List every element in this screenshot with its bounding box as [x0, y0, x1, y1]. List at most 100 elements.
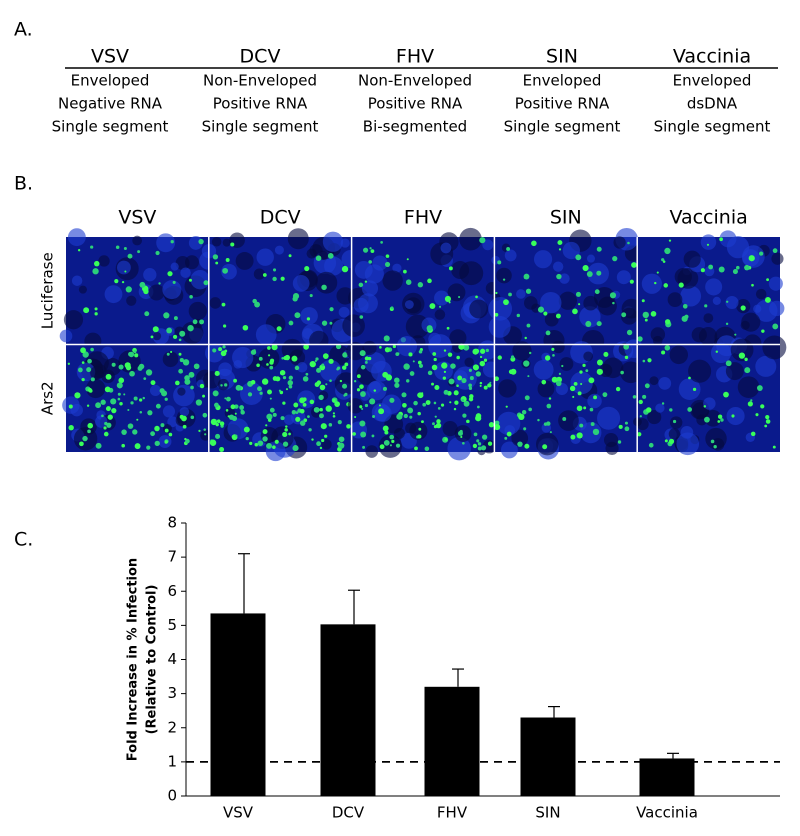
infected-cell — [224, 349, 228, 353]
nucleus-speckle — [296, 362, 308, 373]
table-cell: Enveloped — [523, 72, 602, 90]
infected-cell — [167, 271, 173, 277]
infected-cell — [609, 292, 617, 299]
nucleus-speckle — [536, 432, 559, 456]
infected-cell — [418, 363, 424, 368]
infected-cell — [185, 438, 190, 444]
infected-cell — [602, 392, 608, 398]
infected-cell — [385, 254, 390, 258]
table-cell: Non-Enveloped — [358, 72, 472, 90]
infected-cell — [524, 336, 527, 340]
infected-cell — [119, 401, 123, 406]
infected-cell — [378, 408, 385, 415]
infected-cell — [573, 381, 578, 386]
infected-cell — [656, 271, 659, 274]
nucleus-speckle — [558, 410, 579, 431]
infected-cell — [479, 355, 483, 359]
infected-cell — [458, 295, 461, 299]
infected-cell — [363, 247, 369, 253]
infected-cell — [144, 311, 150, 317]
infected-cell — [364, 356, 369, 361]
nucleus-speckle — [587, 393, 602, 409]
infected-cell — [744, 357, 748, 362]
infected-cell — [469, 394, 474, 399]
infected-cell — [435, 422, 442, 429]
infected-cell — [422, 402, 427, 407]
infected-cell — [118, 364, 124, 370]
nucleus-speckle — [669, 345, 689, 365]
infected-cell — [343, 394, 346, 397]
infected-cell — [90, 377, 95, 382]
nucleus-speckle — [544, 312, 559, 327]
infected-cell — [469, 376, 474, 381]
infected-cell — [288, 384, 293, 389]
nucleus-speckle — [342, 314, 365, 337]
infected-cell — [302, 403, 307, 407]
infected-cell — [81, 378, 85, 382]
infected-cell — [579, 423, 584, 428]
infected-cell — [585, 320, 592, 327]
infected-cell — [364, 403, 369, 408]
nucleus-speckle — [95, 415, 108, 428]
infected-cell — [130, 401, 134, 405]
infected-cell — [262, 273, 267, 277]
infected-cell — [544, 355, 551, 361]
nucleus-speckle — [184, 255, 199, 270]
nucleus-speckle — [180, 267, 191, 278]
infected-cell — [390, 306, 394, 310]
infected-cell — [342, 383, 348, 389]
nucleus-speckle — [668, 428, 681, 440]
nucleus-speckle — [533, 250, 553, 269]
nucleus-speckle — [143, 268, 157, 282]
infected-cell — [468, 383, 472, 388]
nucleus-speckle — [162, 405, 176, 418]
infected-cell — [341, 265, 349, 273]
infected-cell — [364, 280, 368, 283]
nucleus-speckle — [558, 291, 577, 310]
infected-cell — [394, 377, 400, 384]
infected-cell — [678, 282, 684, 288]
infected-cell — [346, 424, 351, 429]
infected-cell — [150, 380, 156, 386]
infected-cell — [523, 360, 530, 367]
y-axis-label: (Relative to Control) — [145, 585, 160, 735]
infected-cell — [576, 405, 583, 412]
infected-cell — [713, 445, 717, 449]
infected-cell — [479, 384, 482, 387]
infected-cell — [664, 247, 671, 255]
infected-cell — [615, 386, 621, 392]
infected-cell — [181, 415, 187, 422]
infected-cell — [121, 443, 125, 448]
infected-cell — [456, 355, 460, 360]
infected-cell — [320, 423, 327, 430]
infected-cell — [288, 432, 291, 436]
table-cell: Enveloped — [71, 72, 150, 90]
nucleus-speckle — [211, 237, 222, 247]
nucleus-speckle — [209, 297, 222, 309]
infected-cell — [158, 282, 161, 285]
infected-cell — [406, 379, 410, 383]
y-axis-label: Fold Increase in % Infection — [126, 558, 141, 761]
infected-cell — [672, 419, 677, 424]
nucleus-speckle — [726, 236, 750, 259]
x-tick-label: FHV — [437, 804, 468, 822]
infected-cell — [389, 397, 395, 403]
infected-cell — [338, 442, 345, 449]
nucleus-speckle — [70, 403, 83, 417]
infected-cell — [526, 323, 531, 328]
infected-cell — [313, 406, 320, 413]
infected-cell — [272, 376, 278, 381]
infected-cell — [90, 245, 94, 249]
y-tick-label: 0 — [167, 787, 177, 805]
infected-cell — [170, 240, 174, 244]
infected-cell — [631, 262, 637, 268]
nucleus-speckle — [676, 432, 700, 456]
infected-cell — [480, 348, 486, 354]
infected-cell — [644, 383, 650, 389]
infected-cell — [508, 292, 512, 297]
infected-cell — [202, 412, 208, 418]
nucleus-speckle — [516, 289, 526, 299]
infected-cell — [475, 295, 478, 299]
infected-cell — [291, 410, 297, 415]
nucleus-speckle — [597, 406, 621, 430]
